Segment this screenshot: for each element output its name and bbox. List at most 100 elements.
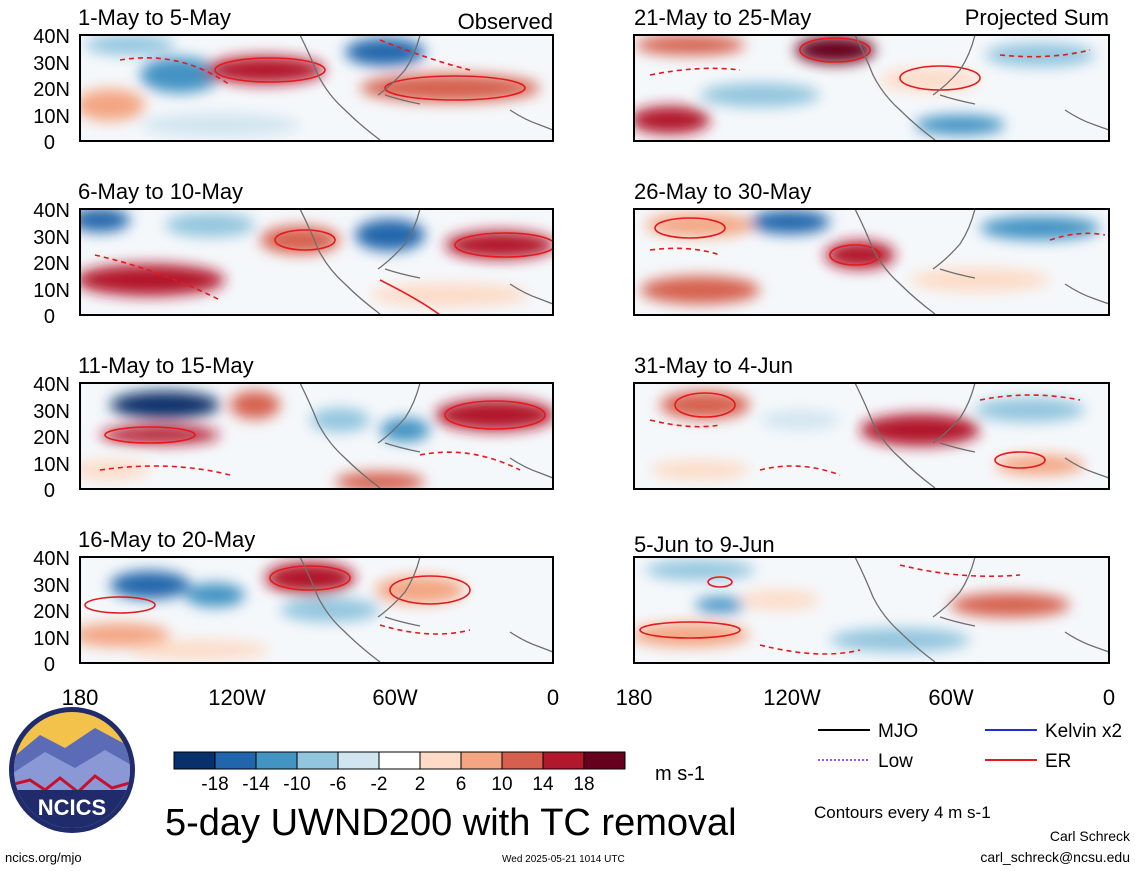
lon-tick-label: 60W	[928, 685, 973, 710]
panel-6-period: 26-May to 30-May	[634, 179, 811, 204]
wind-field	[640, 210, 1100, 304]
panel-5	[633, 34, 1110, 142]
colorbar-swatch	[173, 751, 216, 770]
lat-tick-label: 30N	[33, 227, 70, 249]
lon-tick-label: 0	[547, 685, 559, 710]
panel-7	[633, 382, 1110, 490]
lat-tick-label: 20N	[33, 253, 70, 275]
panel-5-tag: Projected Sum	[965, 5, 1109, 30]
coastline	[299, 557, 553, 663]
lat-tick-label: 10N	[33, 106, 70, 128]
colorbar-units: m s-1	[655, 763, 705, 785]
wind-field	[80, 391, 553, 489]
legend-label-mjo: MJO	[878, 721, 918, 742]
panel-frame	[633, 34, 1110, 142]
legend-label-low: Low	[878, 751, 913, 772]
wind-field	[634, 560, 1070, 652]
lat-axis-4: 40N 30N 20N 10N 0	[33, 548, 70, 676]
coastline	[854, 35, 1109, 141]
panel-4-period: 16-May to 20-May	[78, 527, 255, 552]
coastline	[854, 557, 1109, 663]
contours	[649, 37, 1091, 91]
contours	[649, 392, 1081, 476]
colorbar-label: 18	[573, 774, 594, 795]
colorbar-swatch	[337, 751, 380, 770]
coastline	[854, 209, 1109, 315]
lat-tick-label: 30N	[33, 401, 70, 423]
panel-1-period: 1-May to 5-May	[78, 5, 231, 30]
legend-label-kelvin: Kelvin x2	[1045, 721, 1122, 742]
lat-tick-label: 0	[44, 654, 55, 676]
lat-tick-label: 30N	[33, 53, 70, 75]
lat-axis-2: 40N 30N 20N 10N 0	[33, 200, 70, 328]
colorbar-label: -10	[283, 774, 310, 795]
lon-tick-label: 0	[1103, 685, 1115, 710]
lat-tick-label: 0	[44, 132, 55, 154]
lat-tick-label: 10N	[33, 454, 70, 476]
colorbar-label: -18	[201, 774, 228, 795]
figure-title: 5-day UWND200 with TC removal	[165, 802, 737, 844]
lon-tick-label: 180	[616, 685, 653, 710]
coastline	[854, 383, 1109, 489]
panel-4	[79, 556, 554, 664]
colorbar-swatch	[214, 751, 257, 770]
coastline	[299, 35, 553, 141]
contours	[119, 39, 526, 101]
lat-tick-label: 30N	[33, 575, 70, 597]
lat-tick-label: 20N	[33, 79, 70, 101]
panel-3-period: 11-May to 15-May	[78, 353, 254, 378]
legend-label-er: ER	[1045, 751, 1071, 772]
colorbar-swatch	[419, 751, 462, 770]
panel-3	[79, 382, 554, 490]
colorbar-label: -14	[242, 774, 270, 795]
coastline	[299, 209, 553, 315]
panel-1-tag: Observed	[458, 9, 553, 34]
lat-tick-label: 0	[44, 306, 55, 328]
colorbar-swatch	[378, 751, 421, 770]
lon-tick-label: 120W	[208, 685, 266, 710]
coastline	[299, 383, 553, 489]
panel-8	[633, 556, 1110, 664]
wind-field	[80, 35, 540, 137]
author-email: carl_schreck@ncsu.edu	[980, 849, 1130, 865]
panel-frame	[633, 208, 1110, 316]
colorbar-label: -2	[371, 774, 388, 795]
timestamp: Wed 2025-05-21 1014 UTC	[502, 854, 625, 865]
wind-field	[80, 562, 465, 660]
contours	[649, 217, 1106, 266]
panel-8-period: 5-Jun to 9-Jun	[634, 532, 775, 557]
lat-tick-label: 40N	[33, 26, 70, 48]
colorbar-label: 14	[532, 774, 554, 795]
lon-axis-left: 180 120W 60W 0	[62, 685, 559, 710]
lat-tick-label: 10N	[33, 628, 70, 650]
panel-5-period: 21-May to 25-May	[634, 5, 811, 30]
colorbar-label: 2	[415, 774, 426, 795]
panel-1	[79, 34, 554, 142]
lat-tick-label: 40N	[33, 374, 70, 396]
lon-axis-right: 180 120W 60W 0	[616, 685, 1115, 710]
colorbar: -18 -14 -10 -6 -2 2 6 10 14 18	[173, 751, 626, 795]
panel-2-period: 6-May to 10-May	[78, 179, 243, 204]
contours	[84, 565, 471, 635]
lon-tick-label: 180	[62, 685, 99, 710]
lat-tick-label: 20N	[33, 601, 70, 623]
panel-frame	[633, 556, 1110, 664]
logo-text: NCICS	[38, 795, 106, 820]
wind-field	[80, 209, 553, 307]
lat-axis-3: 40N 30N 20N 10N 0	[33, 374, 70, 502]
panel-frame	[633, 382, 1110, 490]
source-url: ncics.org/mjo	[5, 850, 82, 865]
panel-6	[633, 208, 1110, 316]
colorbar-swatch	[583, 751, 626, 770]
lat-tick-label: 20N	[33, 427, 70, 449]
colorbar-swatch	[460, 751, 503, 770]
contours	[94, 229, 553, 315]
panel-frame	[79, 556, 554, 664]
panel-frame	[79, 34, 554, 142]
panel-2	[79, 208, 554, 316]
wave-legend: MJO Kelvin x2 Low ER	[818, 721, 1122, 772]
contour-note: Contours every 4 m s-1	[814, 803, 991, 822]
lon-tick-label: 120W	[763, 685, 821, 710]
colorbar-swatch	[255, 751, 298, 770]
